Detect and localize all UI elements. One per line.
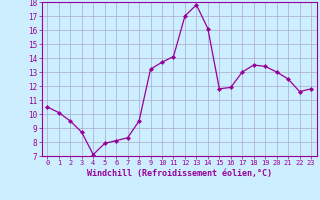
X-axis label: Windchill (Refroidissement éolien,°C): Windchill (Refroidissement éolien,°C) bbox=[87, 169, 272, 178]
